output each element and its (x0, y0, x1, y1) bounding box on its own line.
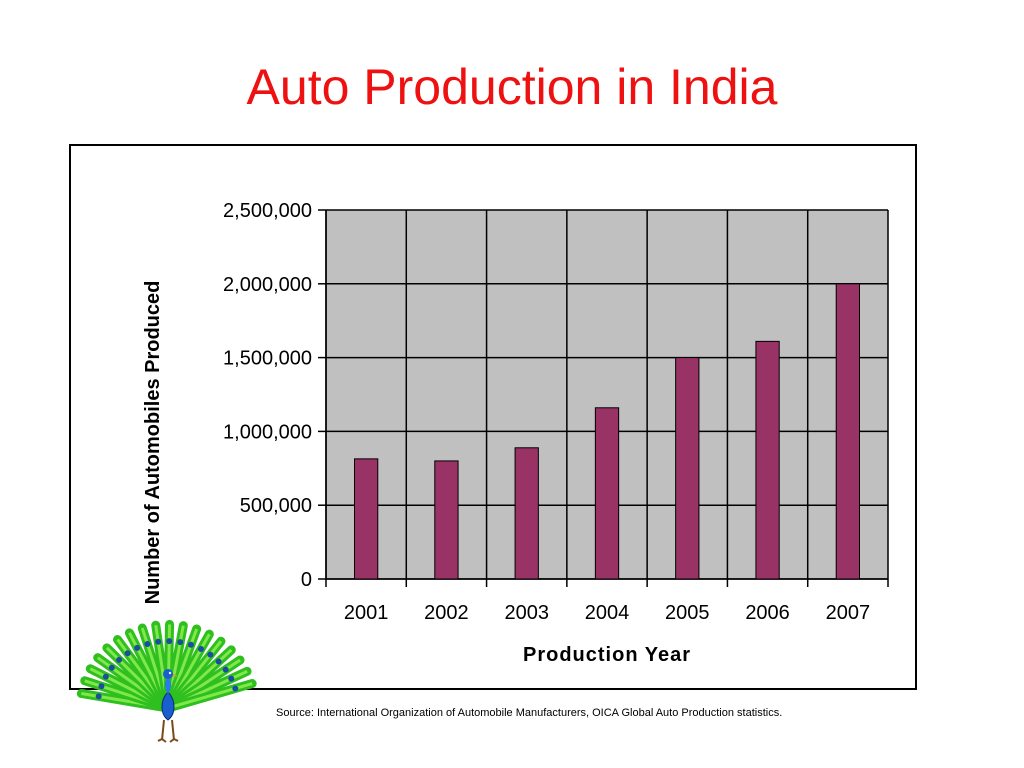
source-note: Source: International Organization of Au… (276, 707, 783, 719)
y-tick-label: 500,000 (240, 495, 312, 517)
bar (755, 340, 780, 580)
peacock-clipart-icon (76, 619, 257, 743)
bar (835, 283, 860, 580)
x-axis-title: Production Year (523, 644, 691, 666)
x-tick-label: 2002 (424, 602, 469, 624)
x-tick-label: 2004 (585, 602, 630, 624)
bar (594, 407, 620, 580)
chart-frame: 0 500,000 1,000,000 1,500,000 2,000,000 2,500… (69, 144, 917, 690)
bar (675, 357, 700, 580)
bar (354, 458, 379, 580)
y-tick-label: 2,500,000 (223, 200, 312, 222)
y-tick-label: 0 (301, 569, 312, 591)
x-tick-label: 2001 (344, 602, 389, 624)
x-tick-label: 2006 (745, 602, 790, 624)
y-tick-label: 1,500,000 (223, 348, 312, 370)
y-tick-label: 2,000,000 (223, 274, 312, 296)
bar (434, 460, 459, 580)
x-tick-label: 2003 (504, 602, 549, 624)
x-tick-label: 2005 (665, 602, 710, 624)
bar (514, 447, 539, 580)
x-tick-label: 2007 (826, 602, 871, 624)
slide-title: Auto Production in India (246, 59, 778, 115)
bar-chart: 0 500,000 1,000,000 1,500,000 2,000,000 2,500… (142, 200, 889, 666)
y-axis-title: Number of Automobiles Produced (142, 281, 164, 605)
y-tick-label: 1,000,000 (223, 421, 312, 443)
